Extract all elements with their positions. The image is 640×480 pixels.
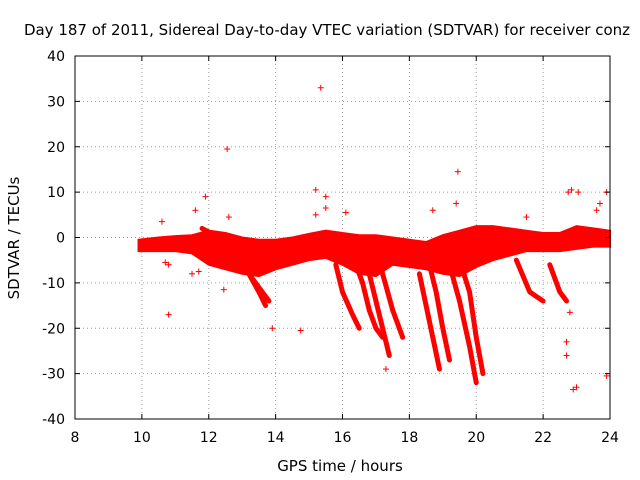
x-tick-label: 12 [200,430,218,446]
data-point [225,214,232,221]
tick-labels: 8 10 12 14 16 18 20 22 24 -40 -30 -20 -10 0 10 20 30 40 [42,49,619,446]
data-point [596,200,603,207]
data-point [165,261,172,268]
data-point [202,193,209,200]
x-tick-label: 22 [534,430,552,446]
data-point [454,168,461,175]
data-point [195,268,202,275]
chart-title: Day 187 of 2011, Sidereal Day-to-day VTE… [24,21,630,39]
data-point [382,366,389,373]
data-point [429,207,436,214]
data-series [137,84,611,393]
data-point [570,386,577,393]
y-tick-label: 40 [47,49,65,65]
data-point [269,325,276,332]
data-point [575,189,582,196]
y-tick-label: 30 [47,94,65,110]
data-point [342,209,349,216]
data-point [593,207,600,214]
data-point [573,384,580,391]
x-tick-label: 24 [601,430,619,446]
y-tick-label: -30 [42,367,65,383]
data-point [312,211,319,218]
x-tick-label: 18 [400,430,418,446]
dip-trace [513,257,546,304]
dip-trace [416,271,442,372]
grid [75,56,610,419]
dip-trace [373,244,406,340]
y-tick-label: -20 [42,321,65,337]
dip-trace [547,262,570,304]
data-point [165,311,172,318]
x-tick-label: 16 [334,430,352,446]
data-point [523,214,530,221]
x-tick-label: 20 [467,430,485,446]
dip-trace [366,271,392,358]
data-point [322,193,329,200]
y-axis-label: SDTVAR / TECUs [5,176,23,299]
x-tick-label: 10 [133,430,151,446]
x-tick-label: 14 [267,430,285,446]
data-point [322,205,329,212]
data-point [568,186,575,193]
y-tick-label: -40 [42,412,65,428]
data-point [224,146,231,153]
dip-trace [447,262,479,386]
dip-trace [333,262,362,331]
data-point [566,309,573,316]
data-point [453,200,460,207]
data-point [565,189,572,196]
y-tick-label: 10 [47,185,65,201]
y-tick-label: -10 [42,276,65,292]
data-point [317,84,324,91]
x-tick-label: 8 [71,430,80,446]
data-point [312,186,319,193]
data-point [192,207,199,214]
data-point [563,352,570,359]
dip-trace [426,262,452,363]
x-axis-label: GPS time / hours [277,457,403,475]
dip-trace [353,262,386,340]
data-point [189,270,196,277]
dip-trace [457,257,486,377]
data-point [162,259,169,266]
y-tick-label: 20 [47,140,65,156]
data-point [220,286,227,293]
dip-trace [222,248,272,304]
data-point [158,218,165,225]
data-point [563,338,570,345]
y-tick-label: 0 [56,231,65,247]
data-point [297,327,304,334]
